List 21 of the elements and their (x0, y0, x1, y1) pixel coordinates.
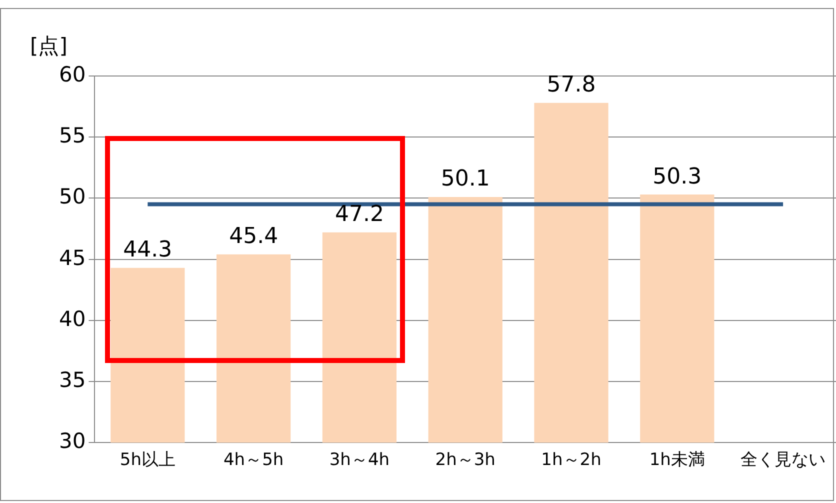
y-tick-label: 60 (58, 62, 86, 86)
y-tick-label: 55 (58, 124, 86, 148)
data-label: 47.2 (334, 202, 384, 228)
x-tick-label: 全く見ない (740, 450, 826, 470)
x-tick-label: 4h～5h (223, 450, 284, 470)
x-tick-label: 2h～3h (435, 450, 496, 470)
x-tick-label: 3h～4h (329, 450, 390, 470)
y-tick-label: 35 (58, 368, 86, 392)
y-axis-title: [点] (30, 33, 68, 60)
y-tick-label: 40 (58, 306, 86, 331)
data-label: 50.3 (652, 164, 702, 190)
data-label: 50.1 (440, 166, 490, 192)
data-label: 44.3 (123, 238, 172, 263)
x-tick-label: 1h～2h (541, 450, 602, 470)
y-tick-label: 30 (58, 429, 86, 454)
x-tick-label: 1h未満 (649, 450, 705, 470)
data-label: 57.8 (546, 72, 596, 98)
data-label: 45.4 (229, 224, 278, 250)
x-tick-label: 5h以上 (120, 450, 176, 470)
y-tick-label: 45 (58, 246, 86, 270)
y-tick-label: 50 (58, 184, 86, 209)
